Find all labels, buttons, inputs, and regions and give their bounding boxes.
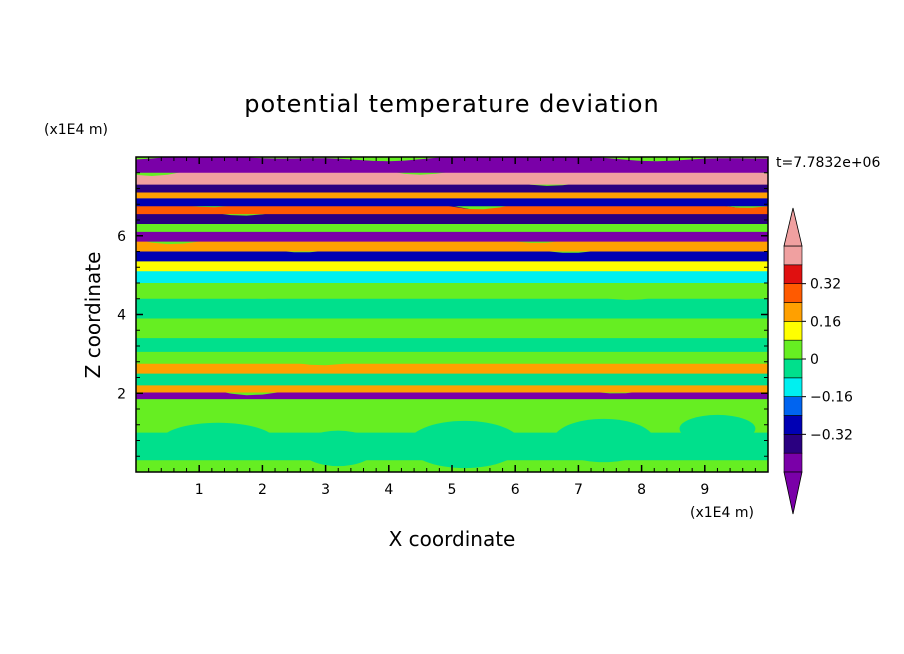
chart-title: potential temperature deviation — [244, 90, 659, 118]
time-label: t=7.7832e+06 — [776, 155, 880, 171]
contour-blob — [407, 420, 522, 469]
colorbar-swatch — [783, 245, 803, 266]
y-tick-label: 6 — [117, 229, 126, 245]
colorbar-swatch — [783, 377, 803, 397]
contour-blob — [300, 430, 377, 467]
contour-blob — [553, 418, 655, 463]
y-axis-unit: (x1E4 m) — [44, 122, 108, 138]
x-tick-label: 8 — [637, 482, 646, 498]
colorbar: −0.32 −0.16 0 0.16 0.32 — [783, 207, 853, 515]
colorbar-swatch — [783, 321, 803, 341]
x-tick-label: 2 — [258, 482, 267, 498]
y-tick-label: 4 — [117, 308, 126, 324]
contour-band — [136, 251, 768, 272]
contour-blob — [679, 414, 756, 443]
x-axis-label: X coordinate — [389, 527, 516, 551]
colorbar-tick-label: 0.32 — [810, 277, 841, 293]
colorbar-tick-label: −0.16 — [810, 390, 853, 406]
colorbar-extend-low — [783, 471, 803, 515]
x-tick-label: 1 — [195, 482, 204, 498]
y-axis-label: Z coordinate — [81, 252, 105, 379]
contour-field — [136, 157, 768, 472]
y-tick-label: 2 — [117, 386, 126, 402]
colorbar-swatch — [783, 358, 803, 379]
contour-band — [136, 287, 768, 319]
colorbar-swatch — [783, 264, 803, 284]
contour-band — [136, 157, 768, 173]
colorbar-extend-high — [783, 207, 803, 247]
x-tick-label: 3 — [321, 482, 330, 498]
colorbar-tick-label: −0.32 — [810, 427, 853, 443]
x-tick-label: 5 — [448, 482, 457, 498]
colorbar-swatch — [783, 302, 803, 322]
colorbar-swatch — [783, 415, 803, 435]
x-tick-label: 9 — [700, 482, 709, 498]
colorbar-swatch — [783, 339, 803, 360]
contour-blob — [161, 422, 276, 459]
x-tick-label: 7 — [574, 482, 583, 498]
colorbar-swatch — [783, 452, 803, 473]
axis-ticks: 1 2 3 4 5 6 7 8 9 2 4 6 — [117, 157, 768, 498]
x-tick-label: 4 — [384, 482, 393, 498]
colorbar-swatch — [783, 396, 803, 416]
colorbar-swatch — [783, 434, 803, 454]
colorbar-tick-label: 0 — [810, 352, 819, 368]
x-axis-unit: (x1E4 m) — [690, 505, 754, 521]
x-tick-label: 6 — [511, 482, 520, 498]
colorbar-tick-label: 0.16 — [810, 314, 841, 330]
colorbar-swatch — [783, 283, 803, 303]
